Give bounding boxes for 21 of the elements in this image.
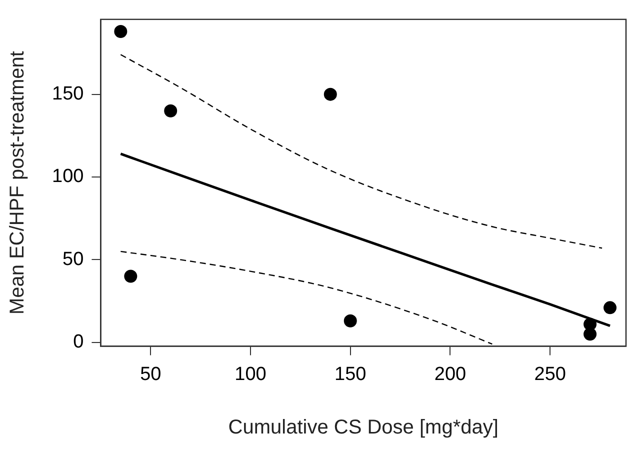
line-series bbox=[120, 54, 603, 249]
point bbox=[584, 328, 597, 341]
x-tick-label: 50 bbox=[140, 364, 162, 385]
point bbox=[344, 314, 357, 328]
line-series bbox=[119, 152, 612, 328]
point bbox=[114, 24, 128, 38]
x-tick-label: 200 bbox=[434, 364, 466, 385]
point bbox=[124, 270, 138, 283]
x-tick-label: 100 bbox=[234, 364, 266, 385]
line-series bbox=[120, 250, 493, 345]
point bbox=[324, 88, 337, 101]
point bbox=[604, 301, 617, 314]
y-tick-label: 150 bbox=[52, 84, 84, 105]
y-tick-label: 50 bbox=[62, 248, 84, 270]
x-tick-label: 150 bbox=[334, 364, 366, 385]
point bbox=[164, 104, 178, 118]
x-tick-label: 250 bbox=[534, 364, 566, 385]
y-axis-title: Mean EC/HPF post-treatment bbox=[6, 50, 29, 315]
y-tick-label: 100 bbox=[52, 166, 84, 188]
y-tick-label: 0 bbox=[73, 332, 84, 353]
x-axis-title: Cumulative CS Dose [mg*day] bbox=[228, 416, 498, 439]
